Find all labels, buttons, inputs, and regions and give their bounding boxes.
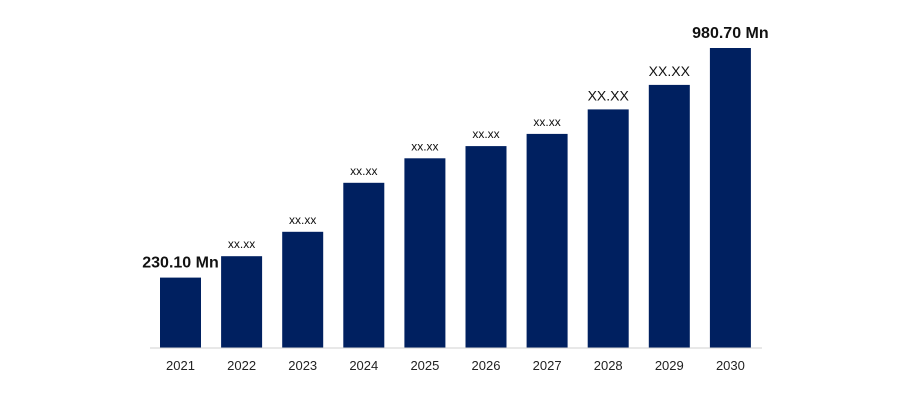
x-tick-label-2022: 2022 bbox=[227, 358, 256, 373]
data-label-2025: xx.xx bbox=[411, 139, 438, 153]
x-tick-label-2028: 2028 bbox=[594, 358, 623, 373]
x-tick-label-2027: 2027 bbox=[533, 358, 562, 373]
x-tick-label-2030: 2030 bbox=[716, 358, 745, 373]
data-label-2024: xx.xx bbox=[350, 164, 377, 178]
bar-2025 bbox=[404, 158, 446, 348]
data-label-2030: 980.70 Mn bbox=[692, 25, 768, 42]
x-tick-label-2025: 2025 bbox=[410, 358, 439, 373]
bar-2021 bbox=[160, 277, 201, 348]
bar-2022 bbox=[221, 256, 263, 348]
bars-group bbox=[160, 48, 751, 349]
bar-2030 bbox=[709, 48, 751, 348]
bar-2024 bbox=[343, 182, 385, 348]
data-labels-group: 230.10 Mn xx.xx xx.xx xx.xx xx.xx xx.xx xx.xx X… bbox=[142, 25, 768, 272]
x-tick-label-2026: 2026 bbox=[472, 358, 501, 373]
x-tick-label-2023: 2023 bbox=[288, 358, 317, 373]
bar-2029 bbox=[648, 84, 690, 349]
x-tick-label-2024: 2024 bbox=[349, 358, 378, 373]
x-tick-label-2021: 2021 bbox=[166, 358, 195, 373]
data-label-2029: XX.XX bbox=[649, 63, 691, 79]
data-label-2027: xx.xx bbox=[533, 115, 560, 129]
data-label-2028: XX.XX bbox=[588, 87, 630, 103]
bar-2028 bbox=[587, 109, 629, 349]
bar-2026 bbox=[465, 146, 507, 348]
data-label-2022: xx.xx bbox=[228, 237, 255, 251]
bar-2027 bbox=[526, 133, 568, 348]
data-label-2026: xx.xx bbox=[472, 127, 499, 141]
data-label-2023: xx.xx bbox=[289, 213, 316, 227]
x-tick-label-2029: 2029 bbox=[655, 358, 684, 373]
data-label-2021: 230.10 Mn bbox=[142, 255, 218, 272]
bar-2023 bbox=[282, 231, 324, 348]
x-tick-labels-group: 2021 2022 2023 2024 2025 2026 2027 2028 2029 2030 bbox=[166, 358, 745, 373]
